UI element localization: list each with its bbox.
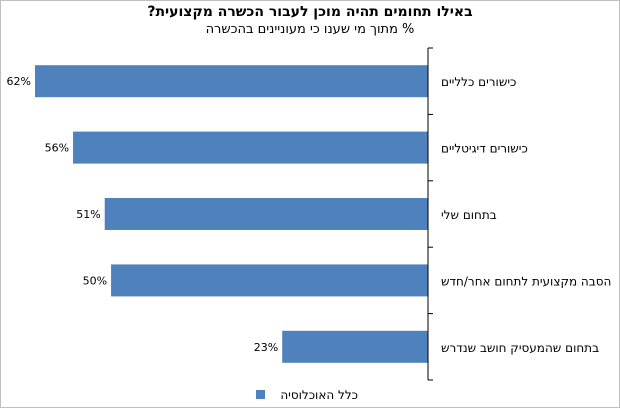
axis-ticks-group [428,47,433,381]
bar-5 [282,330,428,363]
value-label-5: 23% [254,341,278,354]
category-label-2: כישורים דיגיטליים [441,142,528,156]
bars-group [35,65,429,363]
chart-subtitle: % מתוך מי שענו כי מעוניינים בהכשרה [205,22,415,37]
bar-3 [104,198,429,230]
legend-swatch [256,390,265,399]
value-label-1: 62% [7,75,31,88]
value-label-3: 51% [76,208,100,221]
category-label-1: כישורים כלליים [441,75,516,89]
bar-2 [73,131,428,164]
labels-group: 62% כישורים כלליים 56% כישורים דיגיטליים 51%… [7,75,612,355]
category-label-3: בתחום שלי [441,208,497,222]
bar-4 [111,264,428,297]
chart-title: באילו תחומים תהיה מוכן לעבור הכשרה מקצוע… [147,4,473,20]
category-label-4: הסבה מקצועית לתחום אחר/חדש [441,274,611,288]
category-label-5: בתחום שהמעסיק חושב שנדרש [441,341,599,355]
legend: כלל האוכלוסיה [256,388,358,402]
value-label-2: 56% [45,142,69,155]
legend-label: כלל האוכלוסיה [280,388,358,402]
bar-1 [35,65,428,98]
value-label-4: 50% [83,274,107,287]
